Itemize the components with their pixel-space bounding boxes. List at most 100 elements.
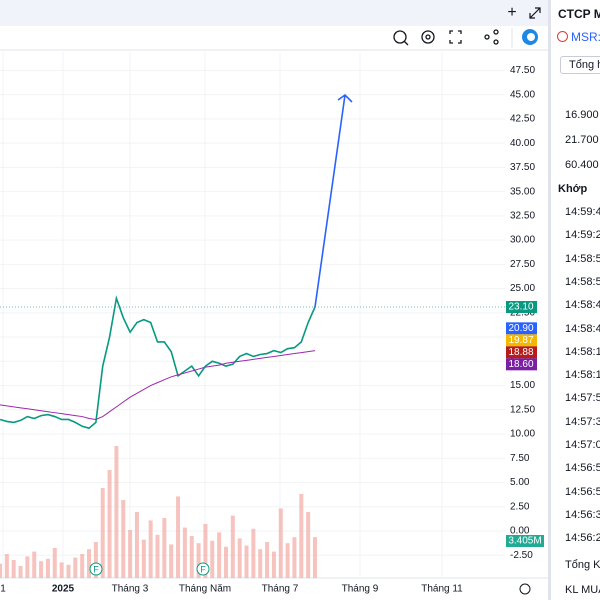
trade-time: 14:57:38 <box>565 415 600 428</box>
trade-time: 14:56:56 <box>565 485 600 498</box>
event-marker-label: F <box>200 564 206 574</box>
volume-bar <box>210 540 215 578</box>
volume-bar <box>313 537 317 578</box>
trade-time: 14:59:26 <box>565 229 600 242</box>
y-tick-label: 25.00 <box>510 283 535 294</box>
y-tick-label: 15.00 <box>510 380 535 391</box>
trade-time: 14:58:13 <box>565 345 600 358</box>
y-tick-label: 27.50 <box>510 259 535 270</box>
trade-time: 14:58:44 <box>565 322 600 335</box>
panel-button[interactable]: Tổng ho <box>560 56 600 74</box>
volume-bar <box>203 524 208 578</box>
volume-bar <box>39 561 44 578</box>
company-title: CTCP M <box>558 7 600 21</box>
volume-bar <box>0 563 2 578</box>
volume-bar <box>80 554 85 578</box>
chart: + -2.500.002.505.007.5010.0012.5015.0017… <box>0 0 548 595</box>
y-tick-label: 37.50 <box>510 162 535 173</box>
screenshot-icon[interactable] <box>393 30 409 46</box>
volume-bar <box>87 549 92 578</box>
trades-header: Khớp <box>558 183 588 195</box>
volume-bar <box>306 512 311 578</box>
trade-time: 14:59:42 <box>565 206 600 218</box>
volume-bar <box>66 564 71 578</box>
x-tick-label: 2025 <box>52 584 75 595</box>
add-tab-icon[interactable]: + <box>507 4 516 21</box>
event-marker-label: F <box>93 564 99 574</box>
tab-bar <box>0 0 548 26</box>
volume-bar <box>258 549 263 578</box>
trade-time: 14:58:56 <box>565 252 600 265</box>
axis-settings-icon[interactable] <box>519 583 531 595</box>
price-value: 60.400 <box>565 159 599 171</box>
y-tick-label: 40.00 <box>510 138 535 149</box>
footer-label: KL MUA c <box>565 584 600 596</box>
trade-time: 14:58:12 <box>565 369 600 382</box>
volume-bar <box>18 566 23 578</box>
price-label-box <box>506 346 537 359</box>
price-label-box <box>506 301 537 314</box>
volume-bar <box>4 554 9 578</box>
volume-bar <box>11 560 16 578</box>
x-tick-label: Tháng 3 <box>112 584 149 595</box>
volume-bar <box>230 515 235 578</box>
volume-bar <box>32 551 37 578</box>
x-tick-label: Tháng 7 <box>262 584 299 595</box>
footer-label: Tổng KL k <box>565 559 600 571</box>
x-tick-label: Tháng 11 <box>421 584 463 595</box>
volume-bar <box>73 557 78 578</box>
price-label-box <box>506 358 537 371</box>
y-tick-label: 12.50 <box>510 404 535 415</box>
volume-bar <box>128 530 133 578</box>
volume-bar <box>176 496 181 578</box>
volume-bar <box>114 446 119 578</box>
price-label-box <box>506 322 537 335</box>
fullscreen-icon[interactable] <box>449 30 462 44</box>
price-label: 18.88 <box>508 347 533 358</box>
trade-time: 14:57:01 <box>565 439 600 451</box>
share-icon[interactable] <box>484 29 499 45</box>
volume-bar <box>121 500 126 578</box>
volume-bar <box>278 508 283 578</box>
volume-bar <box>93 542 98 578</box>
x-tick-label: Tháng 9 <box>342 584 379 595</box>
volume-bar <box>251 528 256 578</box>
volume-bar <box>148 520 153 578</box>
volume-bar <box>52 548 57 578</box>
y-tick-label: 2.50 <box>510 501 530 512</box>
volume-bar <box>45 558 50 578</box>
ticker: MSR: <box>571 30 600 44</box>
y-tick-label: 7.50 <box>510 453 530 464</box>
volume-bar <box>100 488 105 578</box>
price-value: 16.900 <box>565 109 599 121</box>
volume-bar <box>169 544 174 578</box>
volume-bar <box>107 470 112 578</box>
price-line <box>0 350 316 420</box>
y-tick-label: 32.50 <box>510 211 535 222</box>
event-marker <box>196 562 210 576</box>
y-tick-label: 0.00 <box>510 526 530 537</box>
volume-bar <box>141 539 146 578</box>
clock-icon <box>557 31 568 42</box>
price-line <box>0 295 316 430</box>
volume-bar <box>285 543 290 578</box>
volume-bar <box>223 546 228 578</box>
trade-time: 14:56:28 <box>565 532 600 545</box>
trade-time: 14:56:57 <box>565 462 600 475</box>
y-tick-label: 30.00 <box>510 235 535 246</box>
volume-bar <box>134 512 139 578</box>
volume-bar <box>265 542 270 578</box>
settings-icon[interactable] <box>421 30 435 44</box>
volume-label: 3.405M <box>508 536 541 547</box>
volume-bar <box>155 534 160 578</box>
x-tick-label: Tháng Năm <box>179 584 231 595</box>
volume-bar <box>25 556 30 578</box>
volume-bar <box>59 562 64 578</box>
y-tick-label: 42.50 <box>510 114 535 125</box>
volume-label-box <box>506 535 544 547</box>
projection-arrow <box>314 93 353 308</box>
event-marker <box>89 562 103 576</box>
expand-icon[interactable] <box>529 7 541 19</box>
volume-bar <box>237 538 242 578</box>
